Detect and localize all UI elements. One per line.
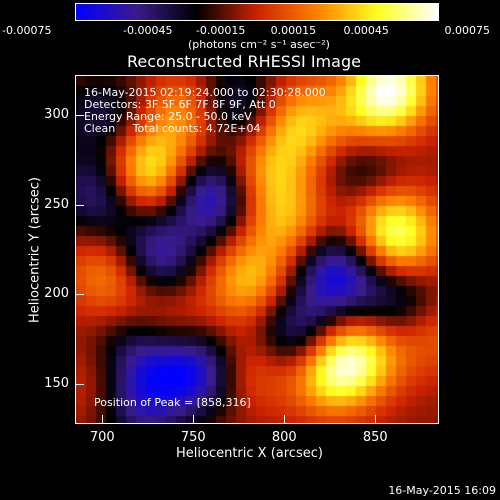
info-line-time: 16-May-2015 02:19:24.000 to 02:30:28.000: [84, 86, 326, 99]
y-tick-mark: [76, 114, 84, 116]
x-tick-label: 850: [362, 430, 388, 445]
x-tick-label: 750: [180, 430, 206, 445]
y-tick-label: 200: [44, 286, 69, 302]
colorbar-tick-label: 0.00045: [343, 24, 389, 37]
colorbar: [75, 3, 439, 21]
info-line-counts: Clean Total counts: 4.72E+04: [84, 122, 261, 135]
x-axis-label: Heliocentric X (arcsec): [176, 446, 323, 461]
info-line-energy: Energy Range: 25.0 - 50.0 keV: [84, 110, 252, 123]
colorbar-tick-label: 0.00075: [444, 24, 491, 37]
y-tick-label: 300: [44, 106, 69, 122]
footer-timestamp: 16-May-2015 16:09: [388, 484, 496, 497]
colorbar-tick-label: -0.00045: [123, 24, 173, 37]
y-tick-mark: [76, 384, 84, 386]
x-tick-mark: [375, 415, 377, 423]
y-tick-mark: [76, 294, 84, 296]
x-tick-mark: [193, 415, 195, 423]
y-tick-label: 250: [44, 196, 69, 212]
x-tick-label: 700: [89, 430, 115, 445]
y-tick-label: 150: [44, 376, 69, 392]
colorbar-tick-label: 0.00015: [270, 24, 317, 37]
y-tick-mark: [76, 204, 84, 206]
x-tick-mark: [102, 415, 104, 423]
info-line-detectors: Detectors: 3F 5F 6F 7F 8F 9F, Att 0: [84, 98, 276, 111]
colorbar-label: (photons cm⁻² s⁻¹ asec⁻²): [188, 38, 330, 51]
colorbar-tick-label: -0.00015: [195, 24, 246, 37]
x-tick-label: 800: [271, 430, 297, 445]
peak-position-label: Position of Peak = [858,316]: [94, 396, 251, 409]
x-tick-mark: [284, 415, 286, 423]
plot-area: 16-May-2015 02:19:24.000 to 02:30:28.000…: [75, 75, 439, 424]
chart-title: Reconstructed RHESSI Image: [127, 52, 361, 71]
y-axis-label: Heliocentric Y (arcsec): [27, 177, 43, 323]
colorbar-tick-label: -0.00075: [2, 24, 52, 37]
heatmap-image: [76, 76, 438, 423]
